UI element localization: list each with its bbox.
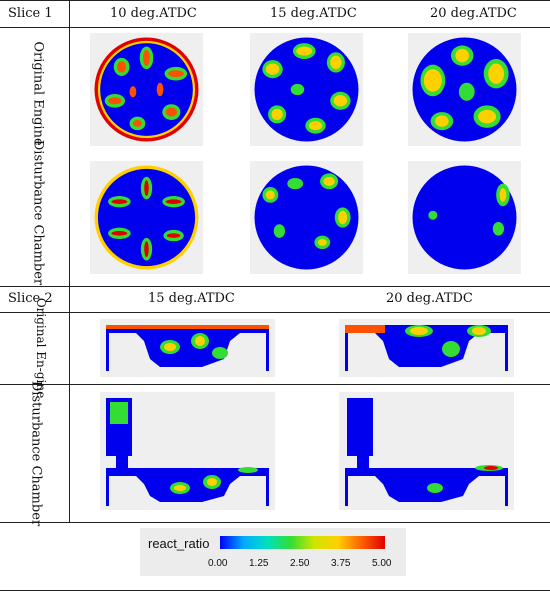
slice1-header-rule <box>0 27 550 28</box>
table-bottom-rule <box>0 522 550 523</box>
slice1-disturbance-15deg-plot <box>250 161 363 274</box>
slice1-row-disturbance-chamber: Disturbance Chamber <box>30 139 46 286</box>
slice1-row-original-engine: Original Engine <box>30 41 46 146</box>
slice2-row-disturbance-chamber: Disturbance Chamber <box>28 380 44 527</box>
slice2-original-20deg-plot <box>339 319 514 377</box>
slice1-col-20deg: 20 deg.ATDC <box>430 6 517 21</box>
slice2-top-rule <box>0 286 550 287</box>
legend-tick-2: 2.50 <box>290 558 310 569</box>
slice2-original-15deg-plot <box>100 319 275 377</box>
legend-bottom-rule <box>0 590 550 591</box>
slice1-col-15deg: 15 deg.ATDC <box>270 6 357 21</box>
colorbar-legend: react_ratio 0.00 1.25 2.50 3.75 5.00 <box>140 528 406 576</box>
slice2-label: Slice 2 <box>8 291 53 306</box>
slice2-disturbance-15deg-plot <box>100 392 275 510</box>
slice1-disturbance-10deg-plot <box>90 161 203 274</box>
slice1-label: Slice 1 <box>8 6 53 21</box>
slice2-col-15deg: 15 deg.ATDC <box>148 291 235 306</box>
slice2-disturbance-20deg-plot <box>339 392 514 510</box>
legend-tick-0: 0.00 <box>208 558 228 569</box>
label-column-divider <box>69 0 70 522</box>
slice2-row-rule <box>0 384 550 385</box>
slice1-original-20deg-plot <box>408 33 521 146</box>
legend-title: react_ratio <box>148 536 210 551</box>
table-top-rule <box>0 0 550 1</box>
legend-tick-3: 3.75 <box>331 558 351 569</box>
legend-colorbar <box>220 536 385 549</box>
slice1-disturbance-20deg-plot <box>408 161 521 274</box>
slice2-header-rule <box>0 312 550 313</box>
slice1-original-15deg-plot <box>250 33 363 146</box>
legend-tick-4: 5.00 <box>372 558 392 569</box>
slice2-col-20deg: 20 deg.ATDC <box>386 291 473 306</box>
slice1-col-10deg: 10 deg.ATDC <box>110 6 197 21</box>
slice1-original-10deg-plot <box>90 33 203 146</box>
legend-tick-1: 1.25 <box>249 558 269 569</box>
